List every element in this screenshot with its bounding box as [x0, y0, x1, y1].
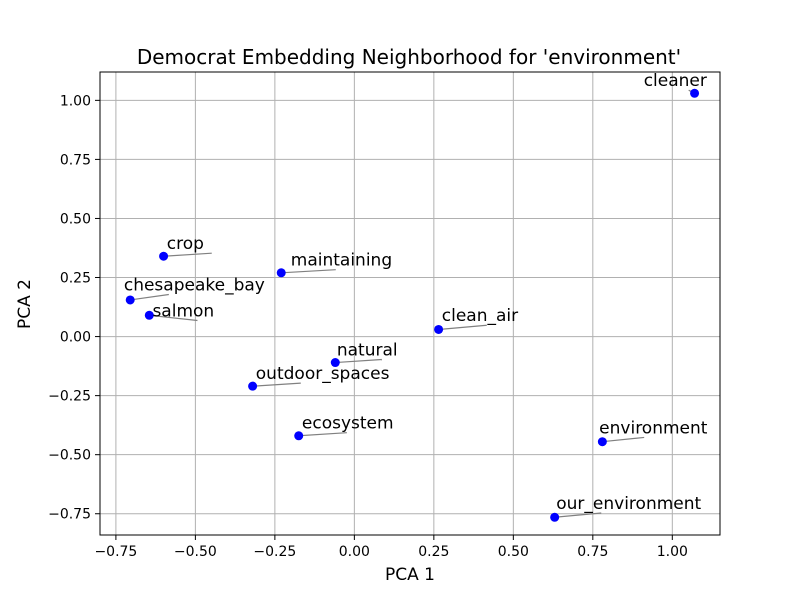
leader-line-chesapeake-bay	[130, 293, 169, 301]
y-tick-label: −0.50	[48, 448, 91, 464]
y-tick-label: 0.25	[60, 271, 91, 287]
y-tick-label: 1.00	[60, 93, 91, 109]
data-point-ecosystem	[294, 431, 304, 441]
x-tick-label: 0.75	[577, 544, 608, 560]
point-label-natural: natural	[337, 340, 398, 360]
x-tick-label: 1.00	[657, 544, 688, 560]
data-points	[125, 88, 700, 522]
point-label-outdoor-spaces: outdoor_spaces	[256, 364, 390, 384]
y-tick-label: −0.25	[48, 389, 91, 405]
y-tick-label: 0.75	[60, 152, 91, 168]
axis-ticks: −0.75 −0.50 −0.25 0.00 0.25 0.50 0.75 1.00 −0.75…	[48, 93, 688, 560]
x-tick-label: 0.00	[339, 544, 370, 560]
x-tick-label: −0.75	[94, 544, 137, 560]
data-point-cleaner	[690, 88, 700, 98]
point-label-ecosystem: ecosystem	[302, 414, 394, 434]
point-label-chesapeake-bay: chesapeake_bay	[124, 276, 265, 296]
data-point-outdoor-spaces	[248, 381, 258, 391]
leader-line-crop	[163, 252, 212, 257]
point-label-cleaner: cleaner	[644, 71, 707, 91]
x-tick-label: 0.50	[498, 544, 529, 560]
x-tick-label: 0.25	[418, 544, 449, 560]
leader-line-salmon	[149, 314, 198, 322]
y-tick-label: 0.00	[60, 330, 91, 346]
point-labels: cleaner crop maintaining chesapeake_baysalm…	[124, 71, 708, 514]
data-point-clean-air	[434, 324, 444, 334]
leader-line-environment	[602, 436, 645, 443]
leader-line-natural	[335, 358, 382, 364]
data-point-chesapeake-bay	[125, 295, 135, 305]
data-point-our-environment	[550, 512, 560, 522]
y-tick-label: 0.50	[60, 211, 91, 227]
leader-line-ecosystem	[298, 432, 347, 437]
data-point-maintaining	[276, 268, 286, 278]
data-point-environment	[597, 437, 607, 447]
data-point-natural	[330, 358, 340, 368]
y-tick-label: −0.75	[48, 507, 91, 523]
label-leaders	[130, 89, 695, 518]
point-label-environment: environment	[599, 418, 708, 438]
grid	[100, 72, 720, 535]
x-axis-label: PCA 1	[385, 565, 435, 585]
plot-frame	[99, 71, 721, 536]
point-label-clean-air: clean_air	[442, 306, 518, 326]
chart-title: Democrat Embedding Neighborhood for 'env…	[137, 45, 681, 69]
x-tick-label: −0.25	[253, 544, 296, 560]
leader-line-maintaining	[281, 269, 336, 274]
point-label-maintaining: maintaining	[291, 251, 392, 271]
data-point-salmon	[144, 310, 154, 320]
point-label-salmon: salmon	[152, 301, 214, 321]
point-label-crop: crop	[167, 234, 204, 254]
point-label-our-environment: our_environment	[556, 494, 701, 514]
leader-line-outdoor-spaces	[252, 382, 301, 387]
y-axis-label: PCA 2	[15, 279, 35, 329]
data-point-crop	[159, 251, 169, 261]
leader-line-our-environment	[554, 512, 602, 518]
leader-line-clean-air	[438, 324, 487, 331]
x-tick-label: −0.50	[174, 544, 217, 560]
